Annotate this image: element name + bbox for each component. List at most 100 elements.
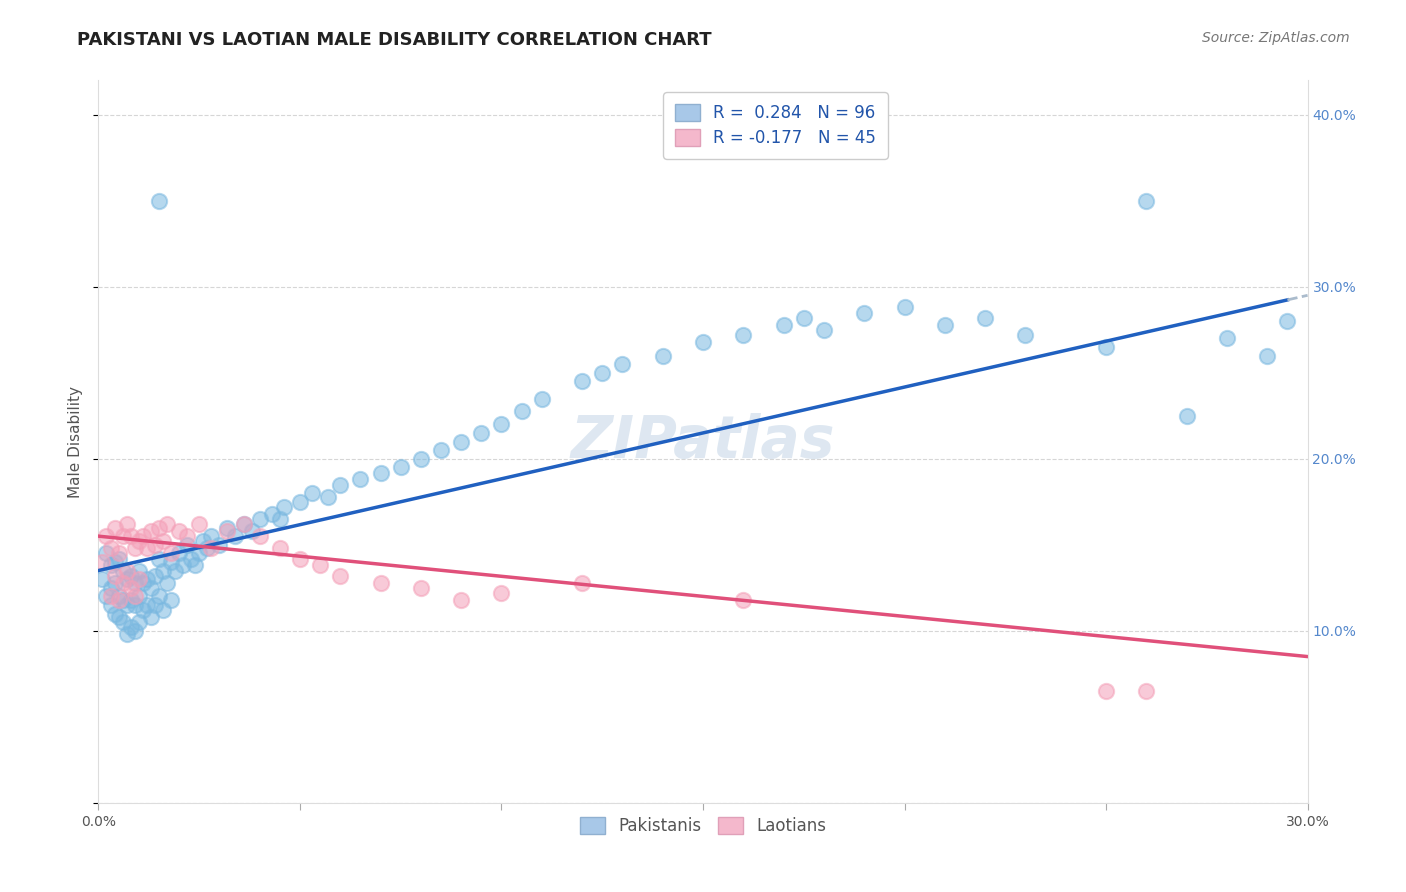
Point bbox=[107, 590, 129, 604]
Point bbox=[152, 603, 174, 617]
Point bbox=[156, 575, 179, 590]
Point bbox=[288, 551, 311, 566]
Point bbox=[111, 575, 134, 590]
Point bbox=[139, 581, 162, 595]
Point bbox=[1256, 349, 1278, 363]
Point bbox=[120, 568, 142, 582]
Point bbox=[733, 327, 755, 342]
Point bbox=[143, 538, 166, 552]
Point bbox=[132, 529, 155, 543]
Point bbox=[100, 541, 122, 556]
Point bbox=[176, 529, 198, 543]
Point bbox=[288, 494, 311, 508]
Point bbox=[124, 575, 146, 590]
Point bbox=[571, 575, 593, 590]
Point bbox=[184, 558, 207, 573]
Point bbox=[148, 590, 170, 604]
Point bbox=[167, 524, 190, 538]
Point bbox=[100, 558, 122, 573]
Point bbox=[232, 517, 254, 532]
Point bbox=[193, 534, 215, 549]
Point bbox=[111, 564, 134, 578]
Point bbox=[1014, 327, 1036, 342]
Point bbox=[1095, 340, 1118, 354]
Point bbox=[103, 568, 125, 582]
Point bbox=[115, 564, 138, 578]
Point bbox=[148, 551, 170, 566]
Point bbox=[152, 534, 174, 549]
Point bbox=[510, 403, 533, 417]
Point bbox=[893, 301, 915, 315]
Point bbox=[100, 590, 122, 604]
Point bbox=[1216, 331, 1239, 345]
Point bbox=[156, 517, 179, 532]
Point bbox=[200, 529, 222, 543]
Point bbox=[124, 598, 146, 612]
Point bbox=[111, 529, 134, 543]
Point bbox=[1175, 409, 1198, 423]
Point bbox=[389, 460, 412, 475]
Point bbox=[107, 592, 129, 607]
Text: PAKISTANI VS LAOTIAN MALE DISABILITY CORRELATION CHART: PAKISTANI VS LAOTIAN MALE DISABILITY COR… bbox=[77, 31, 711, 49]
Point bbox=[1277, 314, 1299, 328]
Point bbox=[450, 592, 472, 607]
Point bbox=[409, 581, 432, 595]
Point bbox=[409, 451, 432, 466]
Point bbox=[224, 529, 246, 543]
Point bbox=[195, 541, 218, 556]
Point bbox=[934, 318, 956, 332]
Point bbox=[111, 592, 134, 607]
Point bbox=[200, 541, 222, 556]
Point bbox=[124, 590, 146, 604]
Point bbox=[115, 517, 138, 532]
Point bbox=[148, 520, 170, 534]
Point bbox=[107, 546, 129, 560]
Point bbox=[160, 555, 183, 569]
Point bbox=[249, 529, 271, 543]
Point bbox=[160, 592, 183, 607]
Point bbox=[160, 546, 183, 560]
Point bbox=[135, 572, 157, 586]
Point bbox=[103, 575, 125, 590]
Point bbox=[132, 603, 155, 617]
Point bbox=[100, 581, 122, 595]
Point bbox=[651, 349, 673, 363]
Point bbox=[120, 581, 142, 595]
Point bbox=[180, 551, 202, 566]
Point bbox=[120, 620, 142, 634]
Point bbox=[260, 507, 283, 521]
Text: ZIPatlas: ZIPatlas bbox=[571, 413, 835, 470]
Point bbox=[249, 512, 271, 526]
Point bbox=[329, 477, 352, 491]
Point bbox=[139, 524, 162, 538]
Point bbox=[1135, 684, 1157, 698]
Point bbox=[124, 541, 146, 556]
Point bbox=[733, 592, 755, 607]
Legend: Pakistanis, Laotians: Pakistanis, Laotians bbox=[569, 807, 837, 845]
Point bbox=[135, 598, 157, 612]
Point bbox=[470, 425, 492, 440]
Text: Source: ZipAtlas.com: Source: ZipAtlas.com bbox=[1202, 31, 1350, 45]
Point bbox=[793, 310, 815, 325]
Point bbox=[128, 590, 150, 604]
Point bbox=[91, 555, 114, 569]
Point bbox=[103, 555, 125, 569]
Point bbox=[135, 541, 157, 556]
Point bbox=[240, 524, 263, 538]
Point bbox=[329, 568, 352, 582]
Point bbox=[143, 598, 166, 612]
Point bbox=[316, 490, 339, 504]
Point bbox=[115, 598, 138, 612]
Point bbox=[853, 305, 876, 319]
Point bbox=[163, 564, 186, 578]
Point bbox=[612, 357, 634, 371]
Point bbox=[530, 392, 553, 406]
Point bbox=[152, 564, 174, 578]
Point bbox=[491, 586, 513, 600]
Point bbox=[232, 517, 254, 532]
Point bbox=[217, 524, 239, 538]
Point bbox=[1135, 194, 1157, 208]
Point bbox=[120, 529, 142, 543]
Point bbox=[269, 512, 291, 526]
Point bbox=[172, 558, 194, 573]
